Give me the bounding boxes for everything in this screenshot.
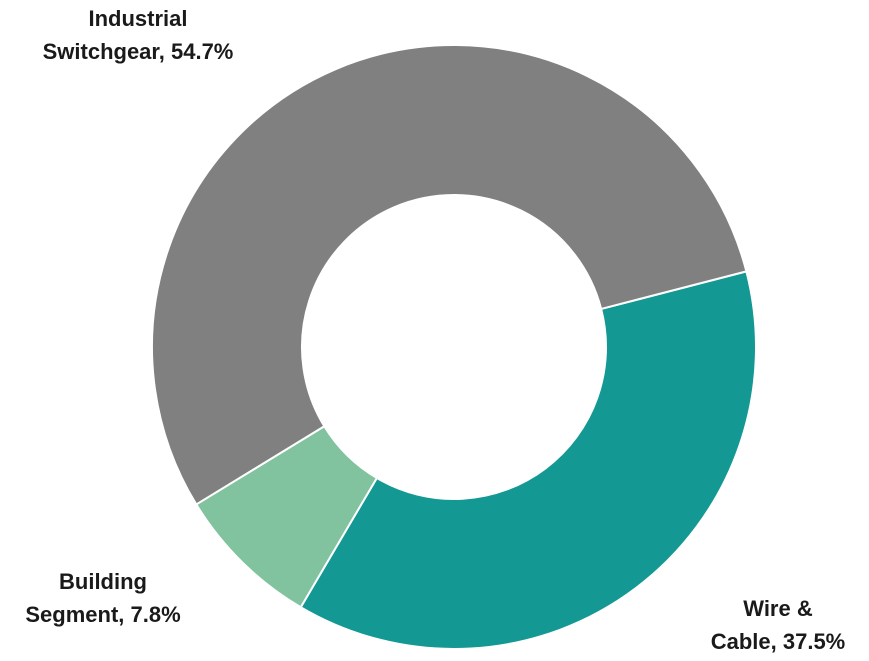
label-building-segment-line2: Segment, 7.8%	[25, 602, 181, 627]
slice-wire-and-cable	[299, 270, 757, 650]
slice-industrial-switchgear	[151, 44, 748, 506]
label-building-segment-line1: Building	[59, 569, 147, 594]
label-industrial-switchgear-line1: Industrial	[88, 6, 188, 31]
label-wire-cable: Wire & Cable, 37.5%	[688, 592, 868, 658]
label-wire-cable-line2: Cable, 37.5%	[710, 629, 846, 654]
label-wire-cable-line1: Wire &	[743, 596, 813, 621]
label-building-segment: Building Segment, 7.8%	[0, 565, 206, 631]
label-industrial-switchgear-line2: Switchgear, 54.7%	[42, 39, 234, 64]
label-industrial-switchgear: Industrial Switchgear, 54.7%	[18, 2, 258, 68]
